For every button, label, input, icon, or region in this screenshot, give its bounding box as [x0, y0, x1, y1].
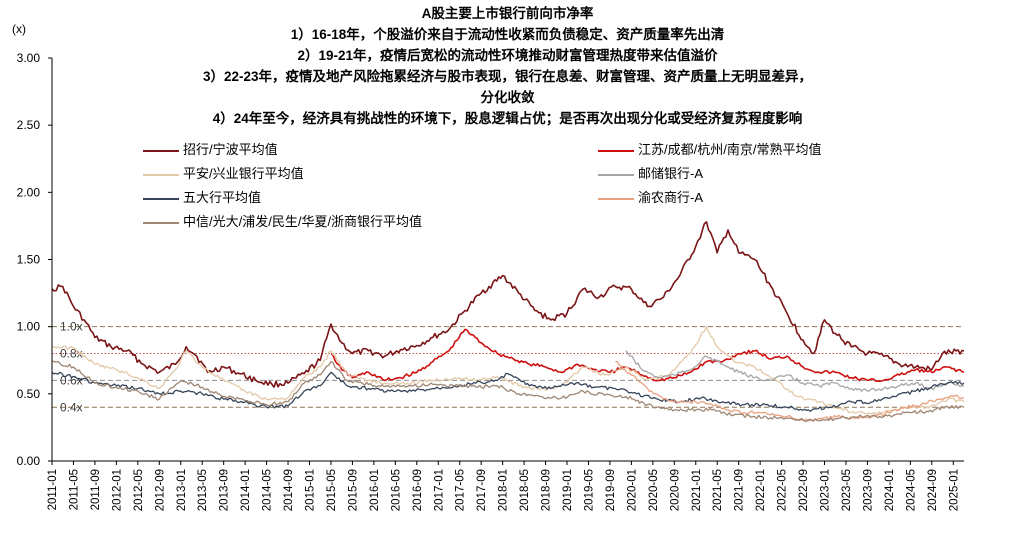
series-line	[51, 360, 965, 423]
legend-item-jiangsu-group: 江苏/成都/杭州/南京/常熟平均值	[598, 142, 821, 158]
x-tick-label: 2017-05	[455, 469, 467, 511]
x-tick-label: 2022-05	[777, 469, 789, 511]
reference-line-label: 0.8x	[60, 347, 83, 361]
y-tick-label: 1.50	[17, 253, 41, 267]
x-tick-label: 2018-01	[498, 469, 510, 511]
x-tick-label: 2023-09	[862, 469, 874, 511]
x-tick-label: 2016-01	[369, 469, 381, 511]
y-tick-label: 0.00	[17, 454, 41, 468]
x-tick-label: 2013-01	[176, 469, 188, 511]
chart-subtitle-2: 2）19-21年，疫情后宽松的流动性环境推动财富管理热度带来估值溢价	[297, 48, 718, 63]
chart-subtitle-3: 3）22-23年，疫情及地产风险拖累经济与股市表现，银行在息差、财富管理、资产质…	[202, 69, 813, 84]
x-tick-label: 2021-01	[691, 469, 703, 511]
x-tick-label: 2018-05	[519, 469, 531, 511]
series-line	[51, 326, 965, 415]
x-tick-label: 2019-01	[562, 469, 574, 511]
x-tick-label: 2017-09	[476, 469, 488, 511]
x-tick-label: 2020-01	[626, 469, 638, 511]
x-tick-label: 2015-05	[326, 469, 338, 511]
x-tick-label: 2020-05	[648, 469, 660, 511]
x-tick-label: 2021-05	[712, 469, 724, 511]
y-tick-label: 0.50	[17, 387, 41, 401]
x-tick-label: 2017-01	[433, 469, 445, 511]
chart-subtitle-4: 分化收敛	[480, 90, 535, 105]
x-tick-label: 2020-09	[669, 469, 681, 511]
legend-item-psbc: 邮储银行-A	[598, 166, 703, 182]
x-tick-label: 2022-09	[798, 469, 810, 511]
chart-subtitle-1: 1）16-18年，个股溢价来自于流动性收紧而负债稳定、资产质量率先出清	[290, 27, 725, 42]
legend-item-pingan-cib: 平安/兴业银行平均值	[143, 166, 304, 182]
x-tick-label: 2011-09	[90, 469, 102, 510]
y-tick-label: 2.50	[17, 118, 41, 132]
legend-label: 邮储银行-A	[638, 166, 704, 181]
legend-swatch	[598, 197, 634, 200]
series-line	[51, 221, 965, 388]
x-tick-label: 2014-01	[240, 469, 252, 511]
x-tick-label: 2015-09	[347, 469, 359, 511]
x-tick-label: 2016-09	[412, 469, 424, 511]
series-line	[330, 328, 965, 383]
legend-label: 中信/光大/浦发/民生/华夏/浙商银行平均值	[183, 214, 423, 229]
x-tick-label: 2024-09	[927, 469, 939, 511]
legend-item-big-five: 五大行平均值	[143, 190, 261, 206]
x-tick-label: 2025-01	[948, 469, 960, 511]
x-tick-label: 2024-01	[884, 469, 896, 511]
x-tick-label: 2016-05	[390, 469, 402, 511]
x-tick-label: 2019-05	[584, 469, 596, 511]
x-tick-label: 2012-09	[154, 469, 166, 511]
x-tick-label: 2018-09	[541, 469, 553, 511]
series-line	[625, 350, 964, 392]
series-line	[51, 371, 965, 412]
x-tick-label: 2021-09	[734, 469, 746, 511]
x-tick-label: 2023-05	[841, 469, 853, 511]
x-tick-label: 2012-05	[133, 469, 145, 511]
y-tick-label: 2.00	[17, 185, 41, 199]
legend-swatch	[143, 221, 179, 224]
x-tick-label: 2011-05	[69, 469, 81, 510]
x-tick-label: 2023-01	[820, 469, 832, 511]
legend-item-cqrcb: 渝农商行-A	[598, 190, 703, 206]
chart-title: A股主要上市银行前向市净率	[421, 6, 594, 21]
legend-label: 江苏/成都/杭州/南京/常熟平均值	[638, 142, 822, 157]
x-tick-label: 2013-09	[219, 469, 231, 511]
legend-label: 招行/宁波平均值	[183, 142, 278, 157]
x-tick-label: 2022-01	[755, 469, 767, 511]
legend-label: 渝农商行-A	[638, 190, 704, 205]
legend-swatch	[143, 197, 179, 200]
legend-swatch	[143, 149, 179, 152]
x-tick-label: 2014-09	[283, 469, 295, 511]
legend-item-cmb-ningbo: 招行/宁波平均值	[143, 142, 278, 158]
chart-subtitle-5: 4）24年至今，经济具有挑战性的环境下，股息逻辑占优；是否再次出现分化或受经济复…	[212, 111, 803, 126]
y-tick-label: 1.00	[17, 320, 41, 334]
x-tick-label: 2019-09	[605, 469, 617, 511]
x-tick-label: 2024-05	[905, 469, 917, 511]
series-line	[615, 360, 964, 422]
x-tick-label: 2013-05	[197, 469, 209, 511]
x-tick-label: 2015-01	[305, 469, 317, 511]
y-tick-label: 3.00	[17, 51, 41, 65]
legend-swatch	[598, 173, 634, 176]
y-axis-unit: (x)	[12, 22, 26, 36]
x-tick-label: 2011-01	[47, 469, 59, 510]
reference-line-label: 0.4x	[60, 400, 83, 414]
x-tick-label: 2012-01	[111, 469, 123, 511]
legend-swatch	[598, 149, 634, 152]
legend-label: 五大行平均值	[183, 190, 262, 205]
legend-label: 平安/兴业银行平均值	[183, 166, 304, 181]
legend-item-joint-stock: 中信/光大/浦发/民生/华夏/浙商银行平均值	[143, 214, 422, 230]
x-tick-label: 2014-05	[262, 469, 274, 511]
legend-swatch	[143, 173, 179, 176]
reference-line-label: 1.0x	[60, 320, 83, 334]
